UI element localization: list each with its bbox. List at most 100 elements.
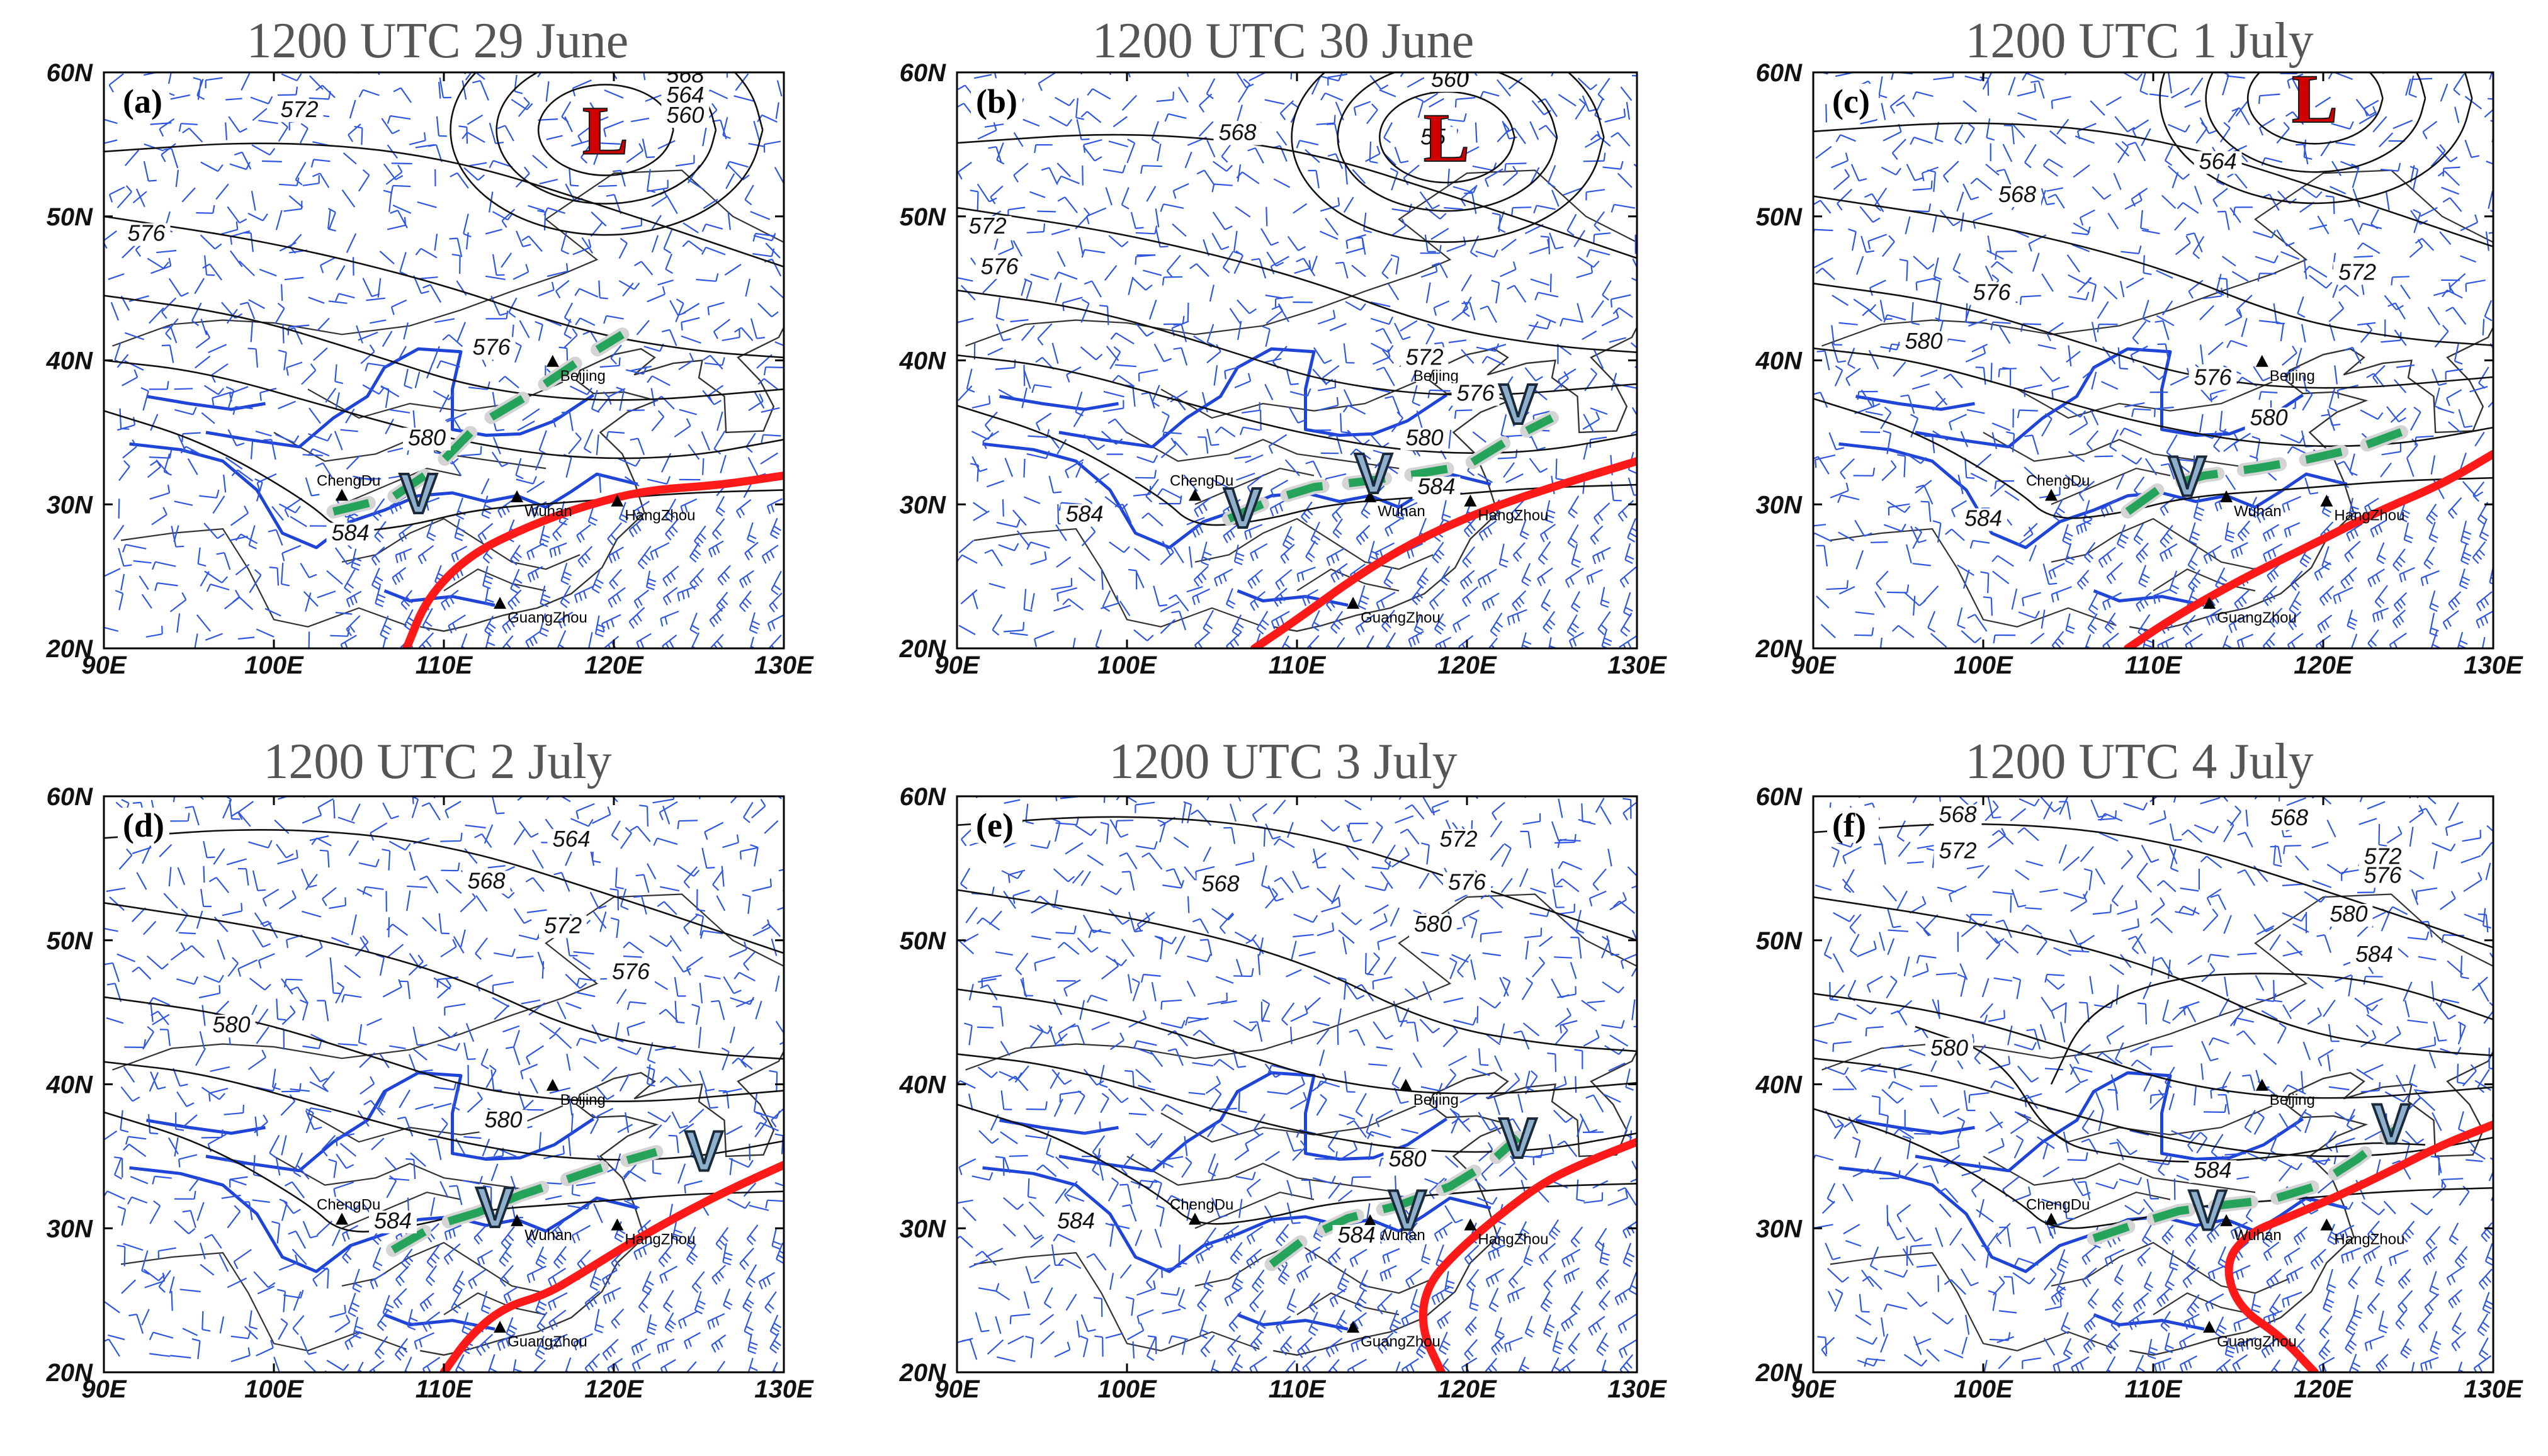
wind-barb <box>123 1243 144 1251</box>
city-label: Wuhan <box>2234 1227 2282 1244</box>
wind-barb <box>1464 1244 1480 1266</box>
wind-barb <box>1859 206 1881 223</box>
wind-barb <box>635 874 650 893</box>
wind-barb <box>1141 512 1164 527</box>
wind-barb <box>442 334 463 347</box>
wind-barb <box>1849 913 1862 934</box>
wind-barb <box>776 80 783 97</box>
wind-barb <box>2442 610 2459 630</box>
wind-barb <box>1631 430 1637 435</box>
wind-barb <box>2225 475 2236 490</box>
wind-barb <box>2256 504 2274 523</box>
wind-barb <box>441 589 459 611</box>
wind-barb <box>1949 1227 1962 1246</box>
wind-barb <box>2068 345 2072 367</box>
contour-label: 572 <box>1939 837 1976 863</box>
wind-barb <box>2432 1112 2442 1131</box>
wind-barb <box>1245 454 1264 463</box>
wind-barb <box>484 587 494 607</box>
wind-barb <box>750 844 759 867</box>
wind-barb <box>2414 1037 2437 1051</box>
contour-label-bg <box>207 1015 256 1038</box>
wind-barb <box>2231 271 2249 282</box>
wind-barb <box>210 1066 230 1072</box>
wind-barb <box>2242 1074 2256 1092</box>
wind-barb <box>2237 832 2253 848</box>
wind-barb <box>1026 1101 1048 1110</box>
wind-barb <box>2115 985 2119 1005</box>
wind-barb <box>259 268 277 277</box>
wind-barb <box>1583 414 1595 433</box>
wind-barb <box>771 1227 781 1250</box>
wind-barb <box>744 1311 754 1336</box>
wind-barb <box>288 1230 306 1249</box>
wind-barb <box>1892 624 1915 638</box>
wind-barb <box>358 859 380 867</box>
wind-barb <box>1280 1335 1293 1356</box>
lon-tick-label: 120E <box>2294 1375 2353 1403</box>
wind-barb <box>1471 1068 1490 1076</box>
lat-tick-label: 50N <box>900 203 946 231</box>
wind-barb <box>1163 1156 1184 1168</box>
wind-barb <box>1058 1258 1082 1269</box>
wind-barb <box>1586 568 1603 585</box>
wind-barb <box>765 242 781 259</box>
wind-barb <box>628 607 645 629</box>
wind-barb <box>1400 72 1405 77</box>
wind-barb <box>2229 805 2241 827</box>
wind-barb <box>1080 298 1090 323</box>
wind-barb <box>2435 1002 2456 1020</box>
wind-barb <box>1898 841 1911 857</box>
wind-barb <box>2019 798 2040 807</box>
wind-barb <box>2106 1025 2125 1045</box>
wind-barb <box>1832 953 1844 973</box>
lon-tick-label: 120E <box>584 1375 644 1403</box>
wind-barb <box>2101 381 2119 390</box>
lon-tick-label: 100E <box>1954 652 2013 679</box>
contour-label-bg <box>1968 282 2016 305</box>
wind-barb <box>1548 1219 1561 1240</box>
wind-barb <box>1054 1341 1071 1358</box>
wind-barb <box>1099 1064 1108 1088</box>
wind-barb <box>1230 803 1237 822</box>
wind-barb <box>1093 1297 1103 1318</box>
wind-barb <box>2319 585 2335 606</box>
wind-barb <box>1599 1243 1611 1266</box>
wind-barb <box>1860 235 1875 253</box>
wind-barb <box>2285 1266 2304 1284</box>
wind-barb <box>1966 409 1985 414</box>
wind-barb <box>2018 610 2040 619</box>
wind-barb <box>508 297 518 318</box>
wind-barb <box>2285 111 2304 125</box>
wind-barb <box>2464 96 2483 110</box>
wind-barb <box>1570 1290 1583 1315</box>
contour-label: 568 <box>1201 871 1239 896</box>
wind-barb <box>727 1198 751 1209</box>
wind-barb <box>1993 977 2012 982</box>
wind-barb <box>2150 1045 2173 1056</box>
wind-barb <box>1039 1314 1055 1326</box>
wind-barb <box>352 1268 363 1293</box>
wind-barb <box>958 624 976 635</box>
lat-tick-label: 40N <box>1755 1071 1803 1099</box>
wind-barb <box>2051 631 2064 648</box>
wind-barb <box>1377 1292 1393 1315</box>
wind-barb <box>2216 1358 2231 1372</box>
wind-barb <box>171 526 184 548</box>
wind-barb <box>2119 1177 2143 1186</box>
wind-barb <box>2169 1250 2179 1271</box>
wind-barb <box>169 1276 175 1294</box>
wind-barb <box>248 840 273 849</box>
wind-barb <box>1221 1123 1240 1136</box>
wind-barb <box>464 848 478 864</box>
wind-barb <box>1353 101 1371 116</box>
wind-barb <box>1590 300 1604 319</box>
wind-barb <box>1327 73 1348 86</box>
wind-barb <box>1520 830 1532 849</box>
wind-barb <box>662 1290 674 1312</box>
wind-barb <box>1880 1113 1889 1134</box>
river <box>383 1313 495 1331</box>
wind-barb <box>1134 321 1154 337</box>
city-marker <box>2045 488 2058 501</box>
wind-barb <box>1961 630 1982 643</box>
